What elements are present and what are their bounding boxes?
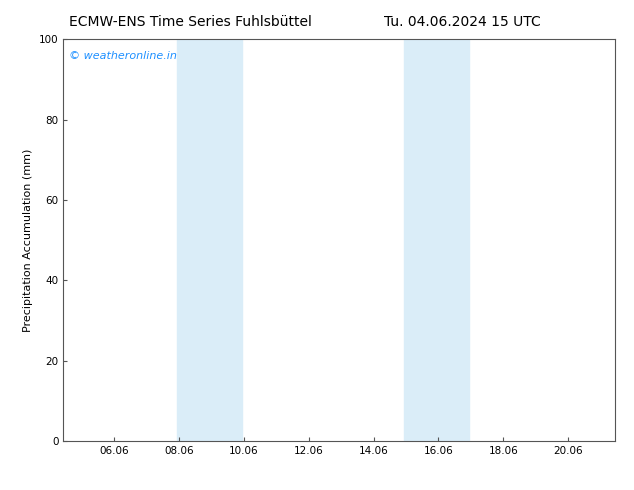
Bar: [177, 39, 242, 441]
Y-axis label: Precipitation Accumulation (mm): Precipitation Accumulation (mm): [23, 148, 34, 332]
Bar: [404, 39, 469, 441]
Text: Tu. 04.06.2024 15 UTC: Tu. 04.06.2024 15 UTC: [384, 15, 541, 29]
Text: © weatheronline.in: © weatheronline.in: [69, 51, 177, 61]
Text: ECMW-ENS Time Series Fuhlsbüttel: ECMW-ENS Time Series Fuhlsbüttel: [68, 15, 312, 29]
